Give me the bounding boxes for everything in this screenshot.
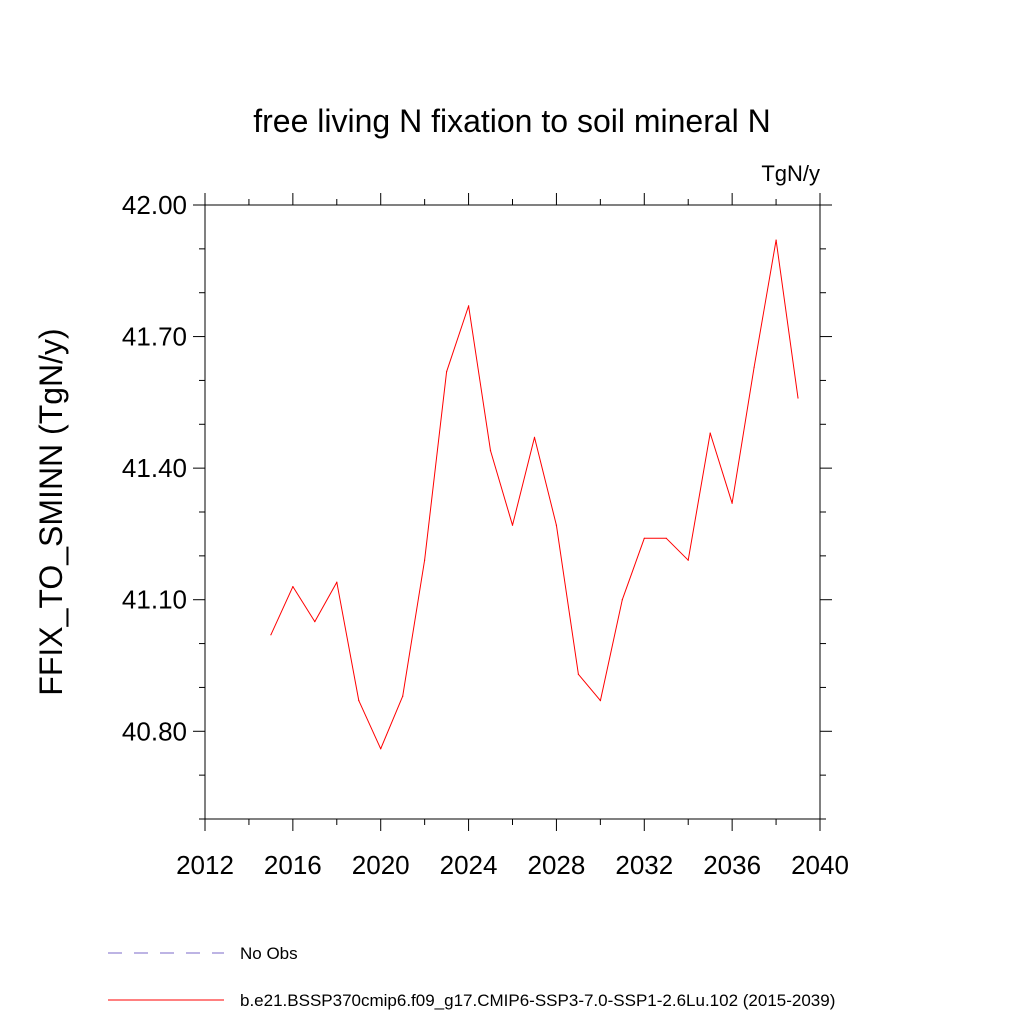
series-line xyxy=(270,239,799,750)
units-label: TgN/y xyxy=(761,161,820,186)
y-tick-label: 41.40 xyxy=(122,453,187,483)
x-tick-label: 2032 xyxy=(615,850,673,880)
y-axis-label: FFIX_TO_SMINN (TgN/y) xyxy=(33,328,69,695)
series-group xyxy=(270,239,799,750)
x-tick-label: 2024 xyxy=(440,850,498,880)
plot-frame xyxy=(204,204,821,820)
x-tick-label: 2020 xyxy=(352,850,410,880)
y-tick-label: 42.00 xyxy=(122,190,187,220)
x-tick-label: 2040 xyxy=(791,850,849,880)
data-point xyxy=(643,537,645,539)
data-point xyxy=(665,537,667,539)
data-point xyxy=(424,559,426,561)
data-point xyxy=(511,524,514,526)
data-point xyxy=(358,700,360,702)
x-tick-label: 2028 xyxy=(528,850,586,880)
data-point xyxy=(402,695,404,697)
data-point xyxy=(380,748,382,750)
data-point xyxy=(621,599,623,601)
data-point xyxy=(489,450,492,452)
data-point xyxy=(797,397,799,399)
legend-label-no-obs: No Obs xyxy=(240,944,298,963)
x-tick-label: 2012 xyxy=(176,850,234,880)
data-point xyxy=(468,305,470,307)
y-tick-label: 41.10 xyxy=(122,585,187,615)
data-point xyxy=(314,621,316,623)
legend-label-model: b.e21.BSSP370cmip6.f09_g17.CMIP6-SSP3-7.… xyxy=(240,991,835,1010)
data-point xyxy=(709,432,711,434)
data-point xyxy=(446,371,448,373)
data-point xyxy=(336,581,338,583)
x-tick-label: 2036 xyxy=(703,850,761,880)
axes: 40.80 41.10 41.40 41.70 42.00 2012 2016 2020 202… xyxy=(122,190,849,880)
data-point xyxy=(775,239,777,241)
legend: No Obs b.e21.BSSP370cmip6.f09_g17.CMIP6-… xyxy=(108,944,835,1010)
data-point xyxy=(555,524,558,526)
data-point xyxy=(731,502,733,504)
data-point xyxy=(599,700,602,702)
data-point xyxy=(687,559,689,561)
data-point xyxy=(292,586,294,588)
data-point xyxy=(533,436,536,438)
data-point xyxy=(753,366,755,368)
y-tick-label: 41.70 xyxy=(122,322,187,352)
y-tick-label: 40.80 xyxy=(122,716,187,746)
data-point xyxy=(577,673,580,675)
x-tick-label: 2016 xyxy=(264,850,322,880)
data-point xyxy=(270,634,272,636)
chart-title: free living N fixation to soil mineral N xyxy=(253,103,771,139)
